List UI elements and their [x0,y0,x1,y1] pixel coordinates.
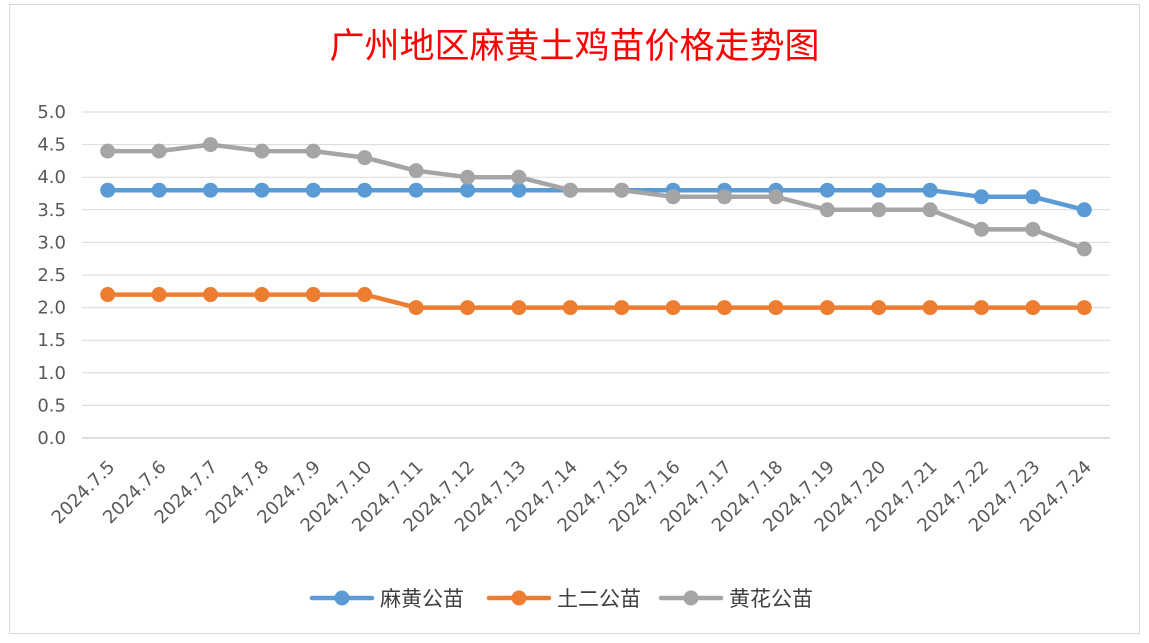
data-point [511,169,527,185]
data-point [305,287,321,303]
data-point [100,143,116,159]
y-tick-label: 0.0 [37,428,66,449]
y-tick-label: 1.5 [37,330,66,351]
data-point [922,202,938,218]
data-point [1076,241,1092,257]
data-point [1025,189,1041,205]
series-2 [100,287,1092,316]
y-tick-label: 4.0 [37,167,66,188]
series-1 [100,182,1092,218]
data-point [922,182,938,198]
data-point [151,143,167,159]
data-point [1025,221,1041,237]
data-point [460,300,475,316]
legend-swatch-marker [334,590,350,606]
y-tick-label: 1.0 [37,363,66,384]
data-point [100,287,116,303]
data-point [768,300,784,316]
data-point [1076,300,1092,316]
data-point [100,182,116,198]
data-point [357,182,373,198]
series-3 [100,137,1092,257]
data-point [974,300,989,316]
legend-label: 麻黄公苗 [380,587,464,611]
data-point [974,189,989,205]
data-point [1076,202,1092,218]
data-point [408,163,424,179]
legend-swatch-marker [511,590,527,606]
y-tick-label: 0.5 [37,395,66,416]
data-point [203,287,218,303]
data-point [460,169,475,185]
data-point [357,287,373,303]
data-point [408,300,424,316]
data-point [562,300,578,316]
data-point [357,150,373,166]
legend: 麻黄公苗 土二公苗 黄花公苗 [309,587,813,611]
data-point [305,182,321,198]
series-lines [100,137,1092,316]
data-point [203,182,218,198]
y-tick-label: 4.5 [37,135,66,156]
data-point [819,300,835,316]
data-point [511,182,527,198]
y-tick-label: 3.0 [37,232,66,253]
y-tick-label: 2.5 [37,265,66,286]
legend-item: 麻黄公苗 [309,587,464,611]
data-point [254,287,270,303]
legend-item: 土二公苗 [486,587,641,611]
data-point [819,182,835,198]
data-point [151,182,167,198]
series-line [105,187,1087,213]
data-point [151,287,167,303]
data-point [717,189,732,205]
data-point [768,189,784,205]
data-point [871,182,887,198]
legend-label: 土二公苗 [557,587,641,611]
legend-swatch-marker [683,590,699,606]
data-point [203,137,218,153]
series-line [105,142,1087,252]
data-point [1025,300,1041,316]
data-point [614,182,630,198]
data-point [254,143,270,159]
data-point [511,300,527,316]
series-line [105,292,1087,310]
data-point [254,182,270,198]
gridlines [82,111,1110,439]
chart-title: 广州地区麻黄土鸡苗价格走势图 [329,27,820,67]
legend-label: 黄花公苗 [729,587,813,611]
data-point [665,189,681,205]
y-tick-label: 2.0 [37,298,66,319]
x-axis-ticks: 2024.7.52024.7.62024.7.72024.7.82024.7.9… [48,457,1096,537]
data-point [408,182,424,198]
data-point [819,202,835,218]
chart-frame [9,4,1140,634]
data-point [871,202,887,218]
data-point [305,143,321,159]
y-tick-label: 5.0 [37,102,66,123]
data-point [460,182,475,198]
y-axis-ticks: 0.0 0.5 1.0 1.5 2.0 2.5 3.0 3.5 4.0 4.5 5.0 [37,102,66,449]
data-point [922,300,938,316]
data-point [614,300,630,316]
legend-item: 黄花公苗 [658,587,813,611]
data-point [717,300,732,316]
data-point [562,182,578,198]
data-point [974,221,989,237]
data-point [871,300,887,316]
data-point [665,300,681,316]
y-tick-label: 3.5 [37,200,66,221]
